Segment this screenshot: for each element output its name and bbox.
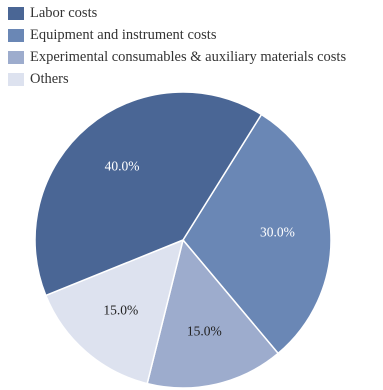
pie-label-consumables-costs: 15.0% xyxy=(187,323,222,338)
legend-label: Equipment and instrument costs xyxy=(30,26,217,43)
pie-slice-labor-costs xyxy=(34,91,263,297)
legend-item-consumables-costs: Experimental consumables & auxiliary mat… xyxy=(8,46,346,68)
legend-swatch xyxy=(8,50,24,64)
legend-label: Labor costs xyxy=(30,4,98,21)
pie-slice-consumables-costs xyxy=(146,238,280,389)
pie-slice-others xyxy=(44,238,185,385)
legend-swatch xyxy=(8,6,24,20)
legend-item-equipment-costs: Equipment and instrument costs xyxy=(8,24,346,46)
pie-label-labor-costs: 40.0% xyxy=(105,159,140,174)
pie-slice-equipment-costs xyxy=(182,113,332,355)
pie-label-others: 15.0% xyxy=(103,303,138,318)
pie-label-equipment-costs: 30.0% xyxy=(260,224,295,239)
legend-swatch xyxy=(8,28,24,42)
legend-label: Experimental consumables & auxiliary mat… xyxy=(30,48,347,65)
legend-item-others: Others xyxy=(8,68,346,90)
legend-swatch xyxy=(8,72,24,86)
legend-label: Others xyxy=(30,70,69,87)
legend: Labor costs Equipment and instrument cos… xyxy=(8,2,346,90)
legend-item-labor-costs: Labor costs xyxy=(8,2,346,24)
